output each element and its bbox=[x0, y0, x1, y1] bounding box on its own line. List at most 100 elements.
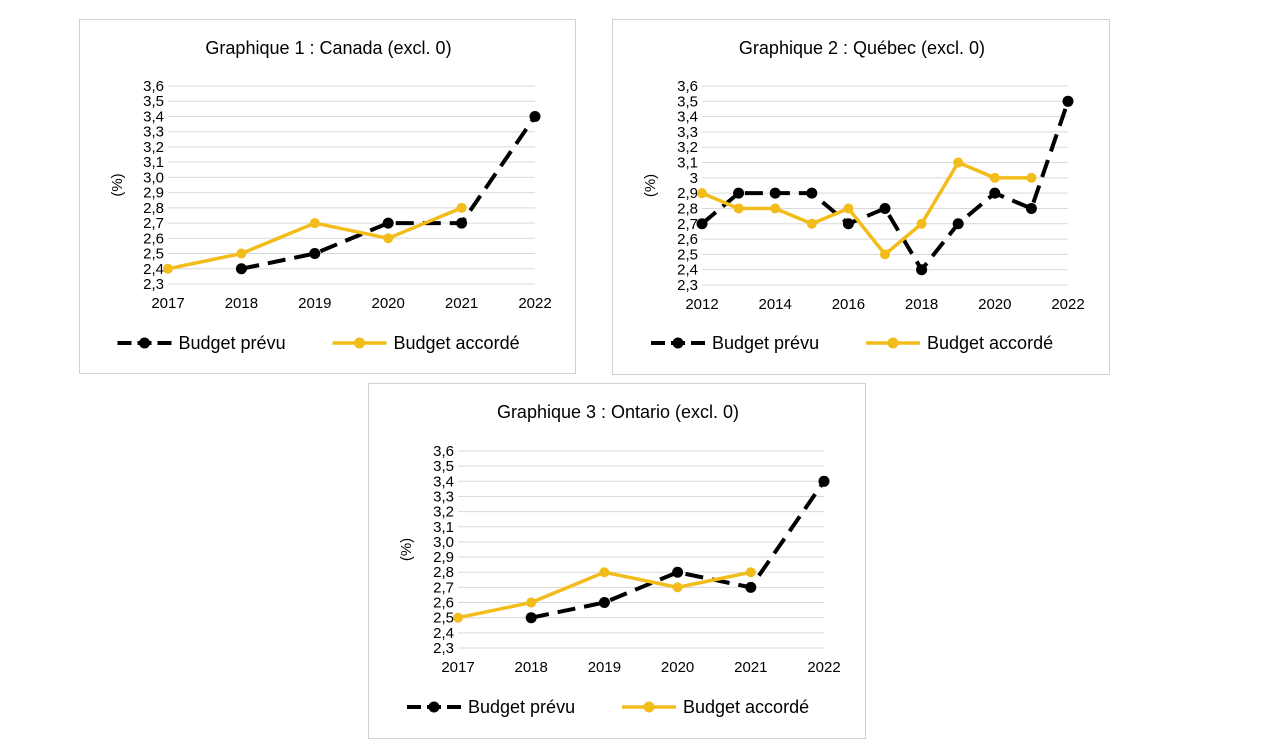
y-tick-label: 2,7 bbox=[433, 579, 454, 596]
y-tick-label: 3,3 bbox=[433, 488, 454, 505]
y-tick-label: 2,5 bbox=[143, 246, 164, 263]
data-point-granted bbox=[989, 172, 1000, 183]
y-tick-label: 3,2 bbox=[677, 139, 698, 156]
x-tick-label: 2018 bbox=[225, 295, 258, 312]
x-tick-label: 2022 bbox=[807, 659, 840, 676]
legend-label-planned: Budget prévu bbox=[468, 697, 575, 717]
data-point-granted bbox=[880, 249, 890, 260]
data-point-planned bbox=[309, 248, 321, 260]
chart-panel-quebec: Graphique 2 : Québec (excl. 0) 2,3 2,4 2,5 2… bbox=[612, 19, 1110, 375]
series-line-granted bbox=[701, 160, 1032, 257]
y-tick-label: 3,6 bbox=[433, 443, 454, 460]
series-line-planned bbox=[240, 115, 537, 271]
x-tick-label: 2016 bbox=[832, 296, 865, 313]
data-point-planned bbox=[818, 475, 830, 487]
y-tick-label: 3,3 bbox=[677, 124, 698, 141]
x-tick-label: 2017 bbox=[151, 295, 184, 312]
legend-marker-granted bbox=[354, 337, 365, 349]
x-tick-label: 2022 bbox=[1051, 296, 1084, 313]
legend-label-granted: Budget accordé bbox=[683, 697, 809, 717]
data-point-planned bbox=[598, 597, 610, 609]
y-tick-label: 2,7 bbox=[143, 215, 164, 232]
data-point-planned bbox=[745, 581, 757, 593]
legend-label-granted: Budget accordé bbox=[394, 333, 520, 353]
legend-marker-granted bbox=[887, 337, 899, 349]
x-tick-label: 2019 bbox=[588, 659, 621, 676]
y-tick-label: 3,6 bbox=[143, 78, 164, 95]
y-tick-label: 3,6 bbox=[677, 78, 698, 95]
x-tick-label: 2018 bbox=[905, 296, 938, 313]
x-tick-label: 2019 bbox=[298, 295, 331, 312]
y-tick-label: 2,4 bbox=[143, 261, 164, 278]
y-tick-label: 3,0 bbox=[143, 169, 164, 186]
chart-panel-canada: Graphique 1 : Canada (excl. 0) 2,3 2,4 2,5 2… bbox=[79, 19, 576, 374]
y-tick-label: 2,8 bbox=[143, 200, 164, 217]
chart-title: Graphique 2 : Québec (excl. 0) bbox=[739, 38, 985, 58]
x-tick-label: 2020 bbox=[978, 296, 1011, 313]
legend-label-planned: Budget prévu bbox=[712, 333, 819, 353]
y-tick-label: 3,4 bbox=[433, 473, 454, 490]
data-point-granted bbox=[453, 612, 463, 623]
data-point-planned bbox=[916, 264, 928, 276]
data-point-planned bbox=[989, 187, 1001, 199]
data-point-granted bbox=[745, 567, 756, 578]
chart-panel-ontario: Graphique 3 : Ontario (excl. 0) 2,3 2,4 2,5… bbox=[368, 383, 866, 739]
x-tick-label: 2021 bbox=[734, 659, 767, 676]
data-point-granted bbox=[697, 188, 707, 199]
data-point-granted bbox=[383, 233, 394, 244]
y-tick-label: 2,3 bbox=[433, 640, 454, 657]
data-point-planned bbox=[806, 187, 818, 199]
data-point-granted bbox=[309, 218, 320, 229]
data-point-planned bbox=[733, 187, 745, 199]
legend-marker-granted bbox=[643, 701, 655, 713]
data-point-planned bbox=[456, 217, 468, 229]
y-axis-label: (%) bbox=[398, 538, 415, 561]
data-point-granted bbox=[163, 263, 173, 274]
y-tick-label: 3,0 bbox=[433, 534, 454, 551]
y-tick-label: 3 bbox=[690, 170, 698, 187]
data-point-granted bbox=[456, 202, 467, 213]
x-tick-label: 2021 bbox=[445, 295, 478, 312]
y-tick-label: 3,2 bbox=[143, 139, 164, 156]
data-point-granted bbox=[843, 203, 854, 214]
y-tick-label: 3,1 bbox=[433, 519, 454, 536]
y-tick-label: 2,5 bbox=[677, 246, 698, 263]
y-tick-label: 2,4 bbox=[677, 262, 698, 279]
data-point-granted bbox=[1026, 172, 1037, 183]
x-tick-label: 2017 bbox=[441, 659, 474, 676]
y-tick-label: 2,6 bbox=[143, 230, 164, 247]
chart-title: Graphique 3 : Ontario (excl. 0) bbox=[497, 402, 739, 422]
data-point-planned bbox=[769, 187, 781, 199]
y-tick-label: 3,1 bbox=[677, 155, 698, 172]
y-tick-label: 3,5 bbox=[143, 93, 164, 110]
y-tick-label: 3,2 bbox=[433, 504, 454, 521]
data-point-planned bbox=[525, 612, 537, 624]
series-line-planned bbox=[530, 480, 826, 620]
chart-title: Graphique 1 : Canada (excl. 0) bbox=[205, 38, 451, 58]
y-tick-label: 3,5 bbox=[433, 458, 454, 475]
data-point-granted bbox=[526, 597, 537, 608]
y-tick-label: 2,6 bbox=[677, 231, 698, 248]
series-line-granted bbox=[457, 570, 752, 620]
y-tick-label: 2,7 bbox=[677, 216, 698, 233]
y-tick-label: 2,3 bbox=[143, 276, 164, 293]
x-tick-label: 2014 bbox=[759, 296, 792, 313]
data-point-granted bbox=[599, 567, 610, 578]
y-tick-label: 3,5 bbox=[677, 93, 698, 110]
data-point-granted bbox=[770, 203, 781, 214]
y-tick-label: 3,3 bbox=[143, 124, 164, 141]
data-point-granted bbox=[236, 248, 247, 259]
y-tick-label: 2,8 bbox=[433, 564, 454, 581]
x-tick-label: 2020 bbox=[372, 295, 405, 312]
legend-label-planned: Budget prévu bbox=[179, 333, 286, 353]
y-tick-label: 2,5 bbox=[433, 610, 454, 627]
series-line-planned bbox=[700, 100, 1070, 272]
chart-canada: Graphique 1 : Canada (excl. 0)2,32,42,52… bbox=[109, 38, 552, 353]
y-tick-label: 2,8 bbox=[677, 200, 698, 217]
chart-quebec: Graphique 2 : Québec (excl. 0)2,32,42,52… bbox=[642, 38, 1085, 353]
x-tick-label: 2022 bbox=[518, 295, 551, 312]
data-point-planned bbox=[842, 218, 854, 230]
data-point-planned bbox=[696, 218, 708, 230]
data-point-granted bbox=[953, 157, 964, 168]
data-point-planned bbox=[879, 202, 891, 214]
